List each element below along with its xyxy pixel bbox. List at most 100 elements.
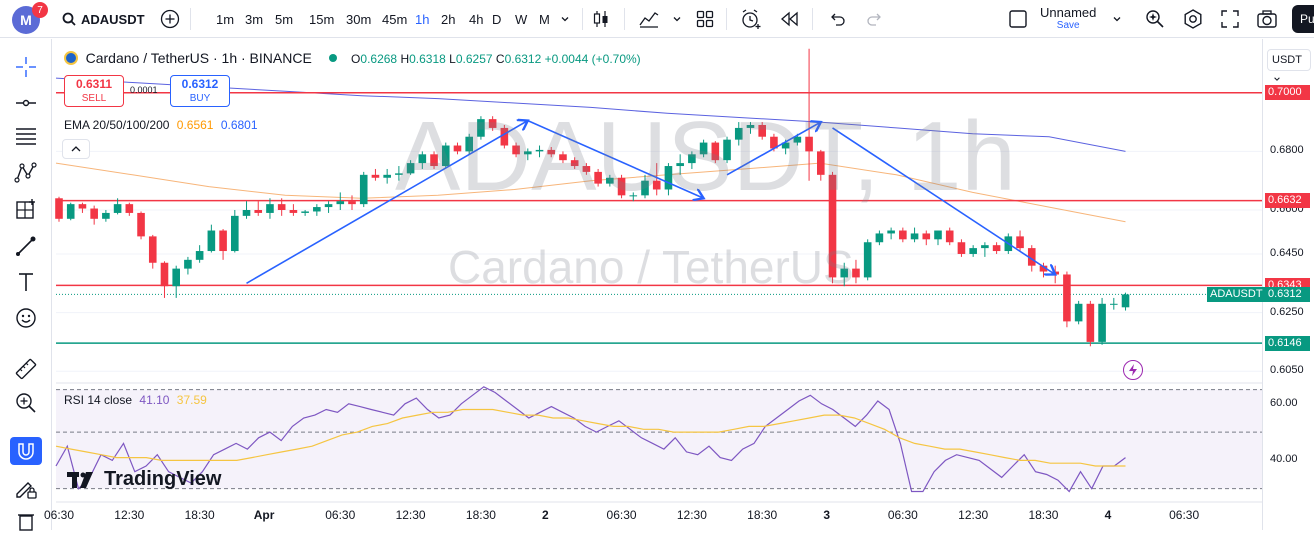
candle[interactable] <box>945 230 954 243</box>
candle[interactable] <box>242 210 251 216</box>
candle[interactable] <box>231 215 239 252</box>
symbol-title[interactable]: Cardano / TetherUS · 1h · BINANCE <box>85 50 312 66</box>
candle[interactable] <box>1063 274 1071 322</box>
chart-type-button[interactable] <box>592 0 610 38</box>
layout-title[interactable]: Unnamed Save <box>1040 0 1096 38</box>
replay-button[interactable] <box>780 0 800 38</box>
candle[interactable] <box>957 242 966 254</box>
settings-button[interactable] <box>1182 0 1204 38</box>
candle[interactable] <box>348 201 356 205</box>
candle[interactable] <box>383 174 391 178</box>
candle[interactable] <box>254 210 263 213</box>
fullscreen-button[interactable] <box>1220 0 1240 38</box>
candle[interactable] <box>125 204 134 213</box>
buy-button[interactable]: 0.6312 BUY <box>170 75 230 107</box>
interval-45m[interactable]: 45m <box>382 11 408 27</box>
interval-1h[interactable]: 1h <box>415 11 430 27</box>
interval-4h[interactable]: 4h <box>469 11 484 27</box>
undo-button[interactable] <box>828 0 846 38</box>
candle[interactable] <box>289 210 298 213</box>
rsi-legend[interactable]: RSI 14 close 41.10 37.59 <box>64 393 207 407</box>
pattern-tool[interactable] <box>10 159 42 187</box>
delete-tool[interactable] <box>10 507 42 535</box>
candle[interactable] <box>910 233 919 240</box>
compare-symbol-button[interactable] <box>160 0 180 38</box>
candle[interactable] <box>1086 303 1095 342</box>
candle[interactable] <box>1121 294 1130 308</box>
candle[interactable] <box>148 236 157 263</box>
candle[interactable] <box>313 207 321 212</box>
sell-button[interactable]: 0.6311 SELL <box>64 75 124 107</box>
layout-dropdown[interactable] <box>1112 0 1122 38</box>
candle[interactable] <box>184 259 192 269</box>
indicators-button[interactable] <box>638 0 660 38</box>
interval-15m[interactable]: 15m <box>309 11 335 27</box>
candle[interactable] <box>102 212 110 219</box>
event-flash-icon[interactable] <box>1123 360 1143 380</box>
zoom-tool[interactable] <box>10 389 42 417</box>
layout-name-button[interactable] <box>1008 0 1028 38</box>
candle[interactable] <box>863 242 872 278</box>
candle[interactable] <box>55 198 63 219</box>
candle[interactable] <box>172 268 180 287</box>
candle[interactable] <box>324 204 333 208</box>
symbol-search[interactable]: ADAUSDT <box>62 0 145 38</box>
candle[interactable] <box>981 245 989 249</box>
candle[interactable] <box>301 211 309 213</box>
brush-tool[interactable] <box>10 232 42 260</box>
alert-button[interactable] <box>740 0 762 38</box>
quick-search-button[interactable] <box>1144 0 1166 38</box>
candle[interactable] <box>90 208 98 219</box>
interval-dropdown[interactable] <box>560 0 570 38</box>
interval-M[interactable]: M <box>539 11 550 27</box>
candle[interactable] <box>78 204 87 209</box>
candle[interactable] <box>899 230 907 240</box>
candle[interactable] <box>195 251 204 260</box>
candle[interactable] <box>277 204 286 210</box>
candle[interactable] <box>1074 303 1083 322</box>
ema-legend[interactable]: EMA 20/50/100/200 0.6561 0.6801 <box>64 118 258 132</box>
candle[interactable] <box>1039 265 1048 272</box>
candle[interactable] <box>1110 303 1118 305</box>
interval-5m[interactable]: 5m <box>275 11 294 27</box>
candle[interactable] <box>969 248 977 254</box>
crosshair-tool[interactable] <box>10 53 42 81</box>
interval-W[interactable]: W <box>515 11 528 27</box>
candle[interactable] <box>992 245 1001 252</box>
candle[interactable] <box>1051 271 1059 275</box>
candle[interactable] <box>336 201 345 205</box>
candle[interactable] <box>207 230 216 252</box>
interval-1m[interactable]: 1m <box>216 11 235 27</box>
interval-3m[interactable]: 3m <box>245 11 264 27</box>
candle[interactable] <box>1098 303 1106 342</box>
layouts-button[interactable] <box>696 0 714 38</box>
interval-2h[interactable]: 2h <box>441 11 456 27</box>
candle[interactable] <box>934 230 942 240</box>
candle[interactable] <box>875 233 884 243</box>
candle[interactable] <box>137 212 145 237</box>
candle[interactable] <box>219 230 227 252</box>
text-tool[interactable] <box>10 268 42 296</box>
candle[interactable] <box>66 204 75 219</box>
candle[interactable] <box>359 174 368 205</box>
redo-button[interactable] <box>866 0 884 38</box>
candle[interactable] <box>266 204 274 213</box>
tradingview-logo[interactable]: TradingView <box>66 468 221 491</box>
trend-line-tool[interactable] <box>10 89 42 117</box>
projection-tool[interactable] <box>10 195 42 223</box>
lock-drawings-tool[interactable] <box>10 475 42 503</box>
currency-selector[interactable]: USDT <box>1267 49 1311 81</box>
candle[interactable] <box>1016 236 1024 249</box>
candle[interactable] <box>1027 248 1036 266</box>
emoji-tool[interactable] <box>10 304 42 332</box>
interval-30m[interactable]: 30m <box>346 11 372 27</box>
candle[interactable] <box>113 204 122 213</box>
publish-button[interactable]: Pu <box>1292 5 1314 33</box>
candle[interactable] <box>1004 236 1013 252</box>
magnet-tool[interactable] <box>10 437 42 465</box>
interval-D[interactable]: D <box>492 11 502 27</box>
candle[interactable] <box>371 174 380 178</box>
indicators-dropdown[interactable] <box>672 0 682 38</box>
measure-tool[interactable] <box>10 355 42 383</box>
candle[interactable] <box>887 230 895 234</box>
